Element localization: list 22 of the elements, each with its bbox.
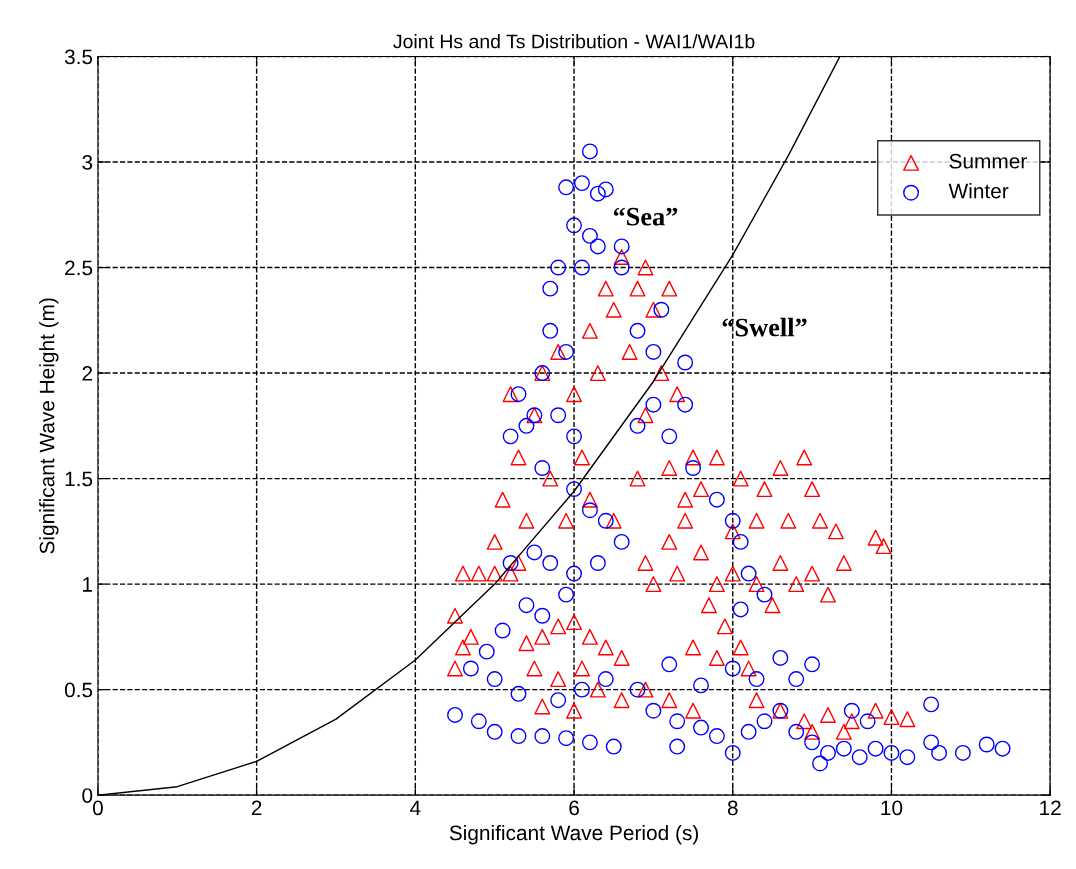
y-axis-title: Significant Wave Height (m) [39, 298, 59, 554]
x-axis-title: Significant Wave Period (s) [449, 824, 698, 845]
y-tick-label: 3 [82, 155, 93, 170]
y-tick-label: 0.5 [64, 682, 93, 698]
y-tick-label: 2 [82, 366, 93, 381]
x-tick-label: 10 [881, 800, 903, 816]
x-tick-label: 2 [251, 800, 262, 816]
y-tick-label: 0 [82, 788, 93, 803]
y-tick-label: 2.5 [65, 260, 93, 276]
chart-title: Joint Hs and Ts Distribution - WAI1/WAI1b [393, 34, 755, 49]
x-tick-label: 12 [1040, 800, 1061, 816]
x-tick-label: 0 [92, 800, 103, 816]
annotation: “Sea” [613, 207, 678, 226]
x-tick-label: 8 [727, 800, 738, 816]
x-tick-label: 4 [410, 800, 421, 816]
annotation: “Swell” [722, 317, 807, 337]
y-tick-label: 1.5 [65, 471, 93, 487]
y-tick-label: 3.5 [64, 49, 93, 65]
legend-label: Summer [949, 153, 1027, 169]
x-tick-label: 6 [569, 800, 579, 816]
legend-label: Winter [948, 183, 1009, 199]
y-tick-label: 1 [83, 577, 93, 592]
